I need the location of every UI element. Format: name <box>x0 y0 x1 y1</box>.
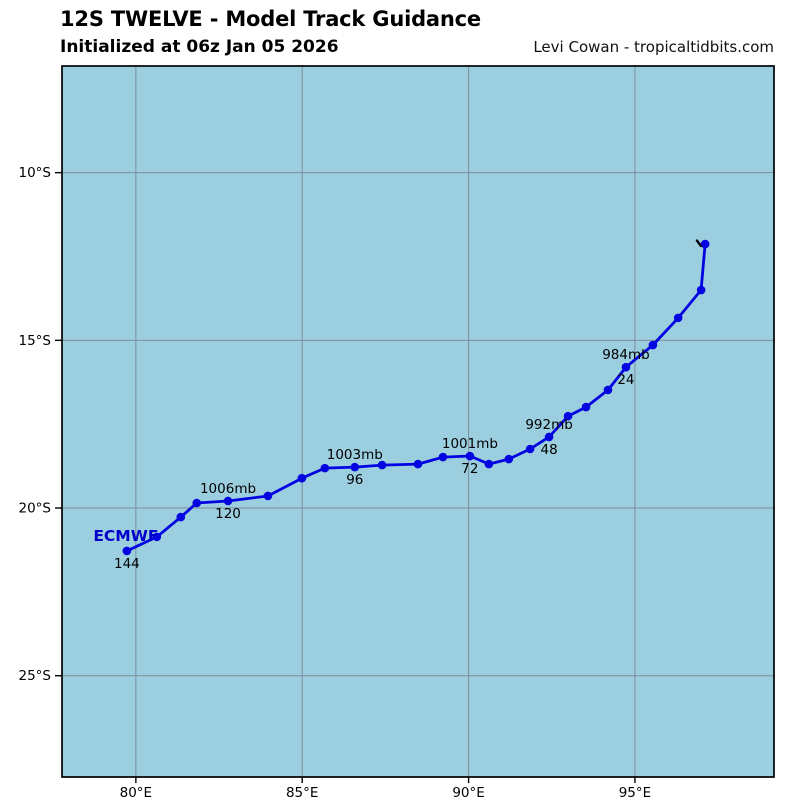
track-point <box>544 432 554 442</box>
forecast-hour-label: 72 <box>461 461 478 477</box>
track-point <box>263 491 273 501</box>
y-tick-label: 10°S <box>19 165 52 181</box>
track-point <box>465 451 475 461</box>
track-point <box>673 313 683 323</box>
track-point <box>413 459 423 469</box>
track-point <box>621 362 631 372</box>
forecast-hour-label: 144 <box>114 556 140 572</box>
track-point <box>504 454 514 464</box>
chart-title: 12S TWELVE - Model Track Guidance <box>60 7 481 31</box>
x-tick-label: 95°E <box>619 785 651 800</box>
x-tick-label: 85°E <box>286 785 318 800</box>
y-tick-label: 15°S <box>19 333 52 349</box>
pressure-label: 1001mb <box>442 436 498 452</box>
x-tick-label: 80°E <box>120 785 152 800</box>
pressure-label: 984mb <box>602 347 650 363</box>
track-point <box>581 402 591 412</box>
map-ocean <box>62 66 774 777</box>
track-point <box>377 460 387 470</box>
plot-border <box>61 65 775 778</box>
track-point <box>297 473 307 483</box>
forecast-hour-label: 120 <box>215 506 241 522</box>
track-point <box>648 340 658 350</box>
track-point <box>438 452 448 462</box>
track-point <box>152 532 162 542</box>
credit-label: Levi Cowan - tropicaltidbits.com <box>533 38 774 56</box>
track-point <box>176 512 186 522</box>
track-point <box>122 546 132 556</box>
pressure-label: 1006mb <box>200 481 256 497</box>
pressure-label: 1003mb <box>327 447 383 463</box>
subheader: Initialized at 06z Jan 05 2026 Levi Cowa… <box>60 37 774 57</box>
forecast-hour-label: 96 <box>346 472 363 488</box>
y-tick-label: 20°S <box>19 501 52 517</box>
track-point <box>700 239 710 249</box>
track-point <box>484 459 494 469</box>
model-name-label: ECMWF <box>93 527 158 545</box>
track-point <box>696 285 706 295</box>
init-time-label: Initialized at 06z Jan 05 2026 <box>60 37 339 57</box>
track-point <box>563 411 573 421</box>
y-tick-label: 25°S <box>19 668 52 684</box>
analysis-position-marker <box>695 239 703 248</box>
forecast-hour-label: 24 <box>617 372 634 388</box>
track-point <box>525 444 535 454</box>
x-tick-label: 90°E <box>452 785 484 800</box>
forecast-hour-label: 48 <box>540 442 557 458</box>
track-point <box>192 498 202 508</box>
pressure-label: 992mb <box>525 417 573 433</box>
track-point <box>223 496 233 506</box>
track-point <box>603 385 613 395</box>
track-point <box>320 463 330 473</box>
track-point <box>350 462 360 472</box>
